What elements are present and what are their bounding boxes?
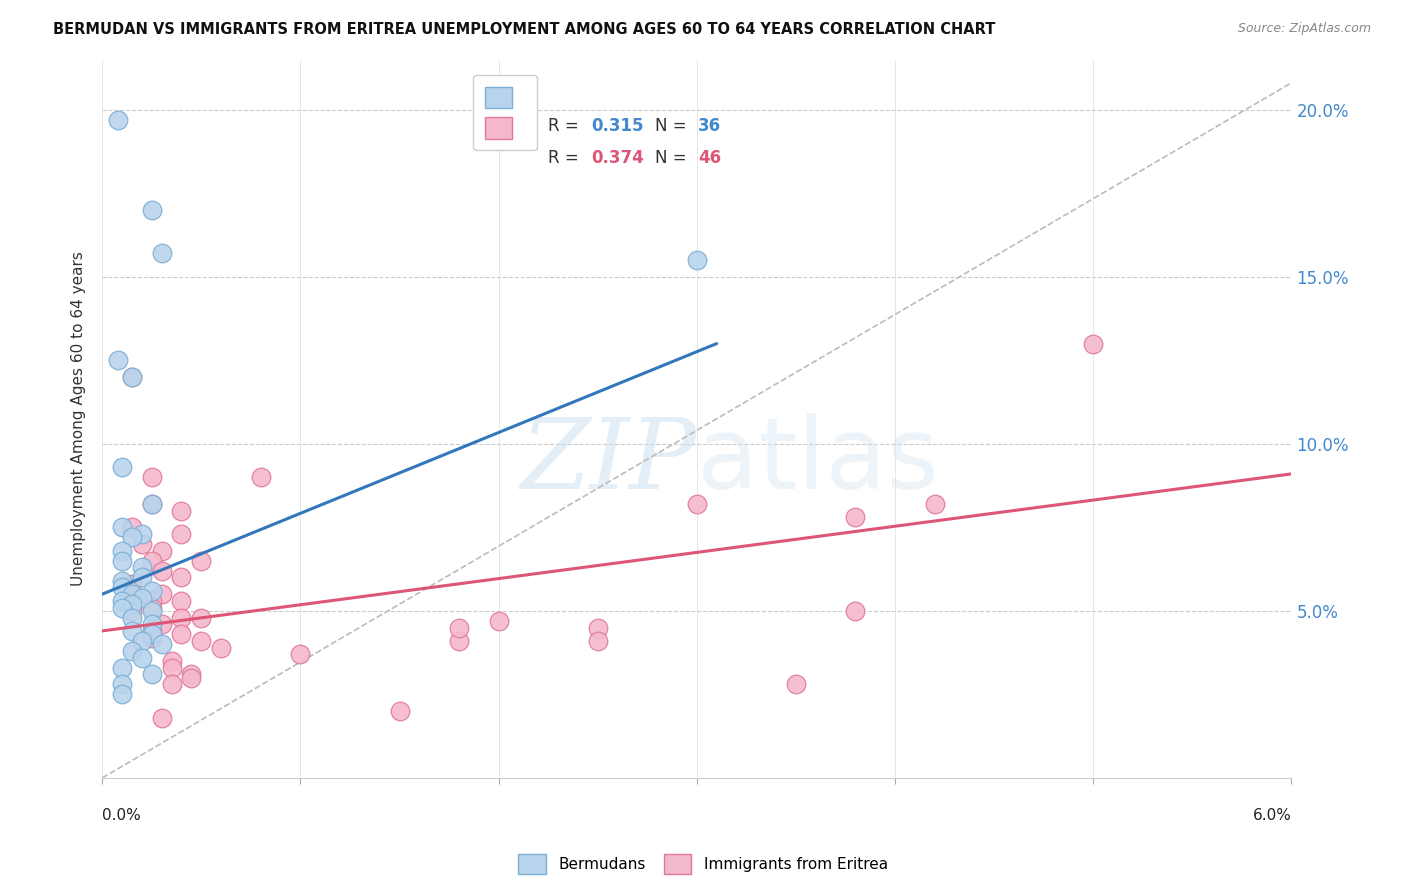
Text: N =: N = — [655, 118, 690, 136]
Legend: Bermudans, Immigrants from Eritrea: Bermudans, Immigrants from Eritrea — [512, 848, 894, 880]
Point — [190, 634, 212, 648]
Text: R =: R = — [548, 149, 582, 167]
Text: N =: N = — [655, 149, 690, 167]
Point — [388, 704, 411, 718]
Point — [141, 617, 163, 632]
Point — [111, 687, 134, 701]
Point — [121, 587, 143, 601]
Point — [686, 497, 709, 511]
Y-axis label: Unemployment Among Ages 60 to 64 years: Unemployment Among Ages 60 to 64 years — [72, 252, 86, 586]
Point — [141, 497, 163, 511]
Point — [170, 594, 193, 608]
Point — [131, 527, 153, 541]
Point — [160, 661, 183, 675]
Point — [131, 570, 153, 584]
Text: 6.0%: 6.0% — [1253, 808, 1292, 823]
Point — [1083, 336, 1105, 351]
Text: 0.374: 0.374 — [591, 149, 644, 167]
Text: Source: ZipAtlas.com: Source: ZipAtlas.com — [1237, 22, 1371, 36]
Point — [150, 543, 173, 558]
Text: 46: 46 — [697, 149, 721, 167]
Point — [111, 460, 134, 475]
Point — [586, 621, 609, 635]
Point — [447, 621, 470, 635]
Point — [170, 570, 193, 584]
Point — [180, 671, 202, 685]
Point — [924, 497, 946, 511]
Point — [107, 353, 129, 368]
Point — [111, 661, 134, 675]
Point — [844, 604, 866, 618]
Point — [150, 617, 173, 632]
Point — [160, 677, 183, 691]
Point — [111, 520, 134, 534]
Point — [107, 112, 129, 127]
Point — [111, 543, 134, 558]
Text: R =: R = — [548, 118, 582, 136]
Point — [131, 591, 153, 605]
Point — [150, 587, 173, 601]
Point — [131, 560, 153, 574]
Point — [141, 631, 163, 645]
Point — [141, 470, 163, 484]
Point — [121, 597, 143, 611]
Point — [121, 644, 143, 658]
Point — [844, 510, 866, 524]
Point — [111, 600, 134, 615]
Point — [150, 564, 173, 578]
Point — [131, 537, 153, 551]
Point — [170, 527, 193, 541]
Text: atlas: atlas — [697, 413, 938, 510]
Point — [180, 667, 202, 681]
Point — [111, 581, 134, 595]
Point — [121, 530, 143, 544]
Point — [111, 574, 134, 588]
Point — [141, 554, 163, 568]
Point — [141, 667, 163, 681]
Point — [141, 583, 163, 598]
Point — [150, 637, 173, 651]
Point — [686, 253, 709, 268]
Point — [141, 627, 163, 641]
Point — [141, 600, 163, 615]
Point — [209, 640, 232, 655]
Point — [121, 604, 143, 618]
Point — [249, 470, 271, 484]
Point — [131, 650, 153, 665]
Text: ZIP: ZIP — [520, 414, 697, 509]
Point — [121, 610, 143, 624]
Point — [141, 604, 163, 618]
Point — [785, 677, 807, 691]
Point — [150, 711, 173, 725]
Point — [160, 654, 183, 668]
Point — [141, 202, 163, 217]
Legend: , : , — [474, 75, 537, 151]
Point — [290, 648, 312, 662]
Point — [141, 624, 163, 638]
Point — [131, 634, 153, 648]
Point — [150, 246, 173, 260]
Point — [111, 554, 134, 568]
Point — [121, 624, 143, 638]
Point — [141, 497, 163, 511]
Point — [488, 614, 510, 628]
Point — [170, 627, 193, 641]
Text: 36: 36 — [697, 118, 721, 136]
Text: 0.0%: 0.0% — [103, 808, 141, 823]
Point — [121, 520, 143, 534]
Point — [141, 594, 163, 608]
Point — [586, 634, 609, 648]
Text: 0.315: 0.315 — [591, 118, 644, 136]
Point — [170, 610, 193, 624]
Point — [170, 503, 193, 517]
Point — [111, 677, 134, 691]
Point — [190, 610, 212, 624]
Text: BERMUDAN VS IMMIGRANTS FROM ERITREA UNEMPLOYMENT AMONG AGES 60 TO 64 YEARS CORRE: BERMUDAN VS IMMIGRANTS FROM ERITREA UNEM… — [53, 22, 995, 37]
Point — [121, 370, 143, 384]
Point — [447, 634, 470, 648]
Point — [190, 554, 212, 568]
Point — [121, 370, 143, 384]
Point — [111, 594, 134, 608]
Point — [121, 577, 143, 591]
